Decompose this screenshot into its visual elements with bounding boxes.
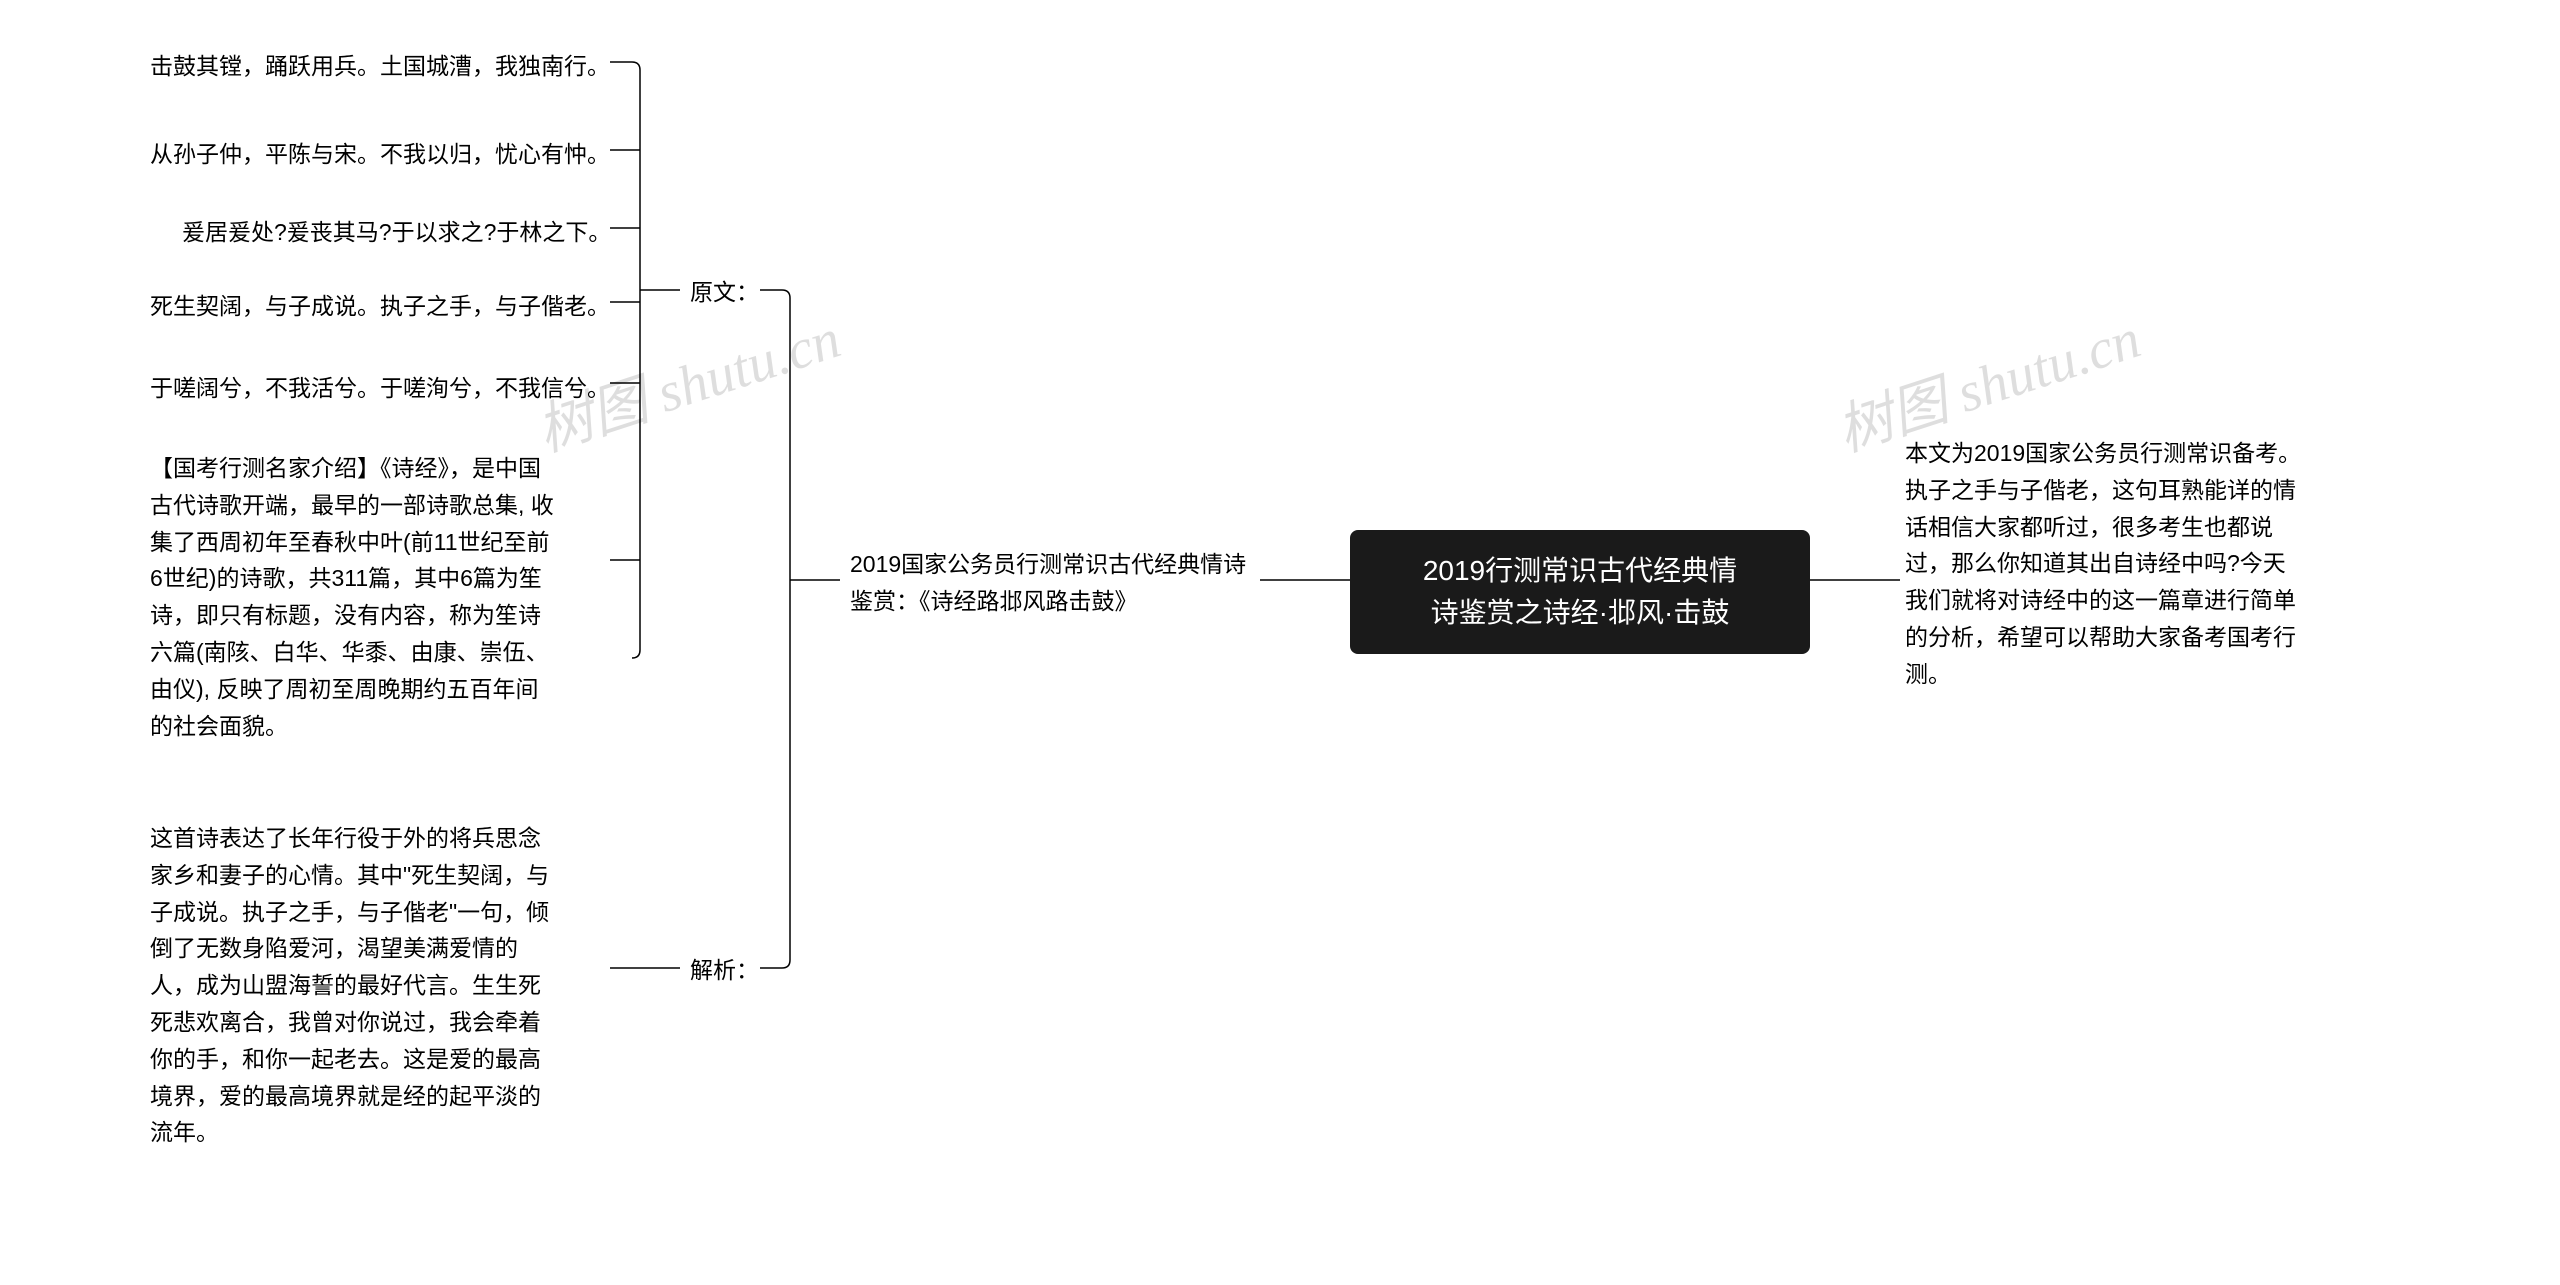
yuanwen-item-3-text: 爰居爰处?爰丧其马?于以求之?于林之下。 bbox=[182, 219, 611, 245]
yuanwen-item-6-text: 【国考行测名家介绍】《诗经》，是中国古代诗歌开端，最早的一部诗歌总集, 收集了西… bbox=[150, 455, 554, 739]
yuanwen-item-1-text: 击鼓其镗，踊跃用兵。土国城漕，我独南行。 bbox=[150, 53, 610, 79]
yuanwen-item-3: 爰居爰处?爰丧其马?于以求之?于林之下。 bbox=[182, 214, 612, 251]
yuanwen-item-1: 击鼓其镗，踊跃用兵。土国城漕，我独南行。 bbox=[150, 48, 610, 85]
root-node: 2019行测常识古代经典情 诗鉴赏之诗经·邶风·击鼓 bbox=[1350, 530, 1810, 654]
yuanwen-label-text: 原文： bbox=[690, 279, 759, 305]
yuanwen-label: 原文： bbox=[690, 274, 759, 311]
yuanwen-item-2: 从孙子仲，平陈与宋。不我以归，忧心有忡。 bbox=[150, 136, 610, 173]
intro-text: 本文为2019国家公务员行测常识备考。执子之手与子偕老，这句耳熟能详的情话相信大… bbox=[1905, 435, 2305, 693]
yuanwen-item-4-text: 死生契阔，与子成说。执子之手，与子偕老。 bbox=[150, 293, 610, 319]
branch-appreciation-label: 2019国家公务员行测常识古代经典情诗鉴赏：《诗经路邶风路击鼓》 bbox=[850, 551, 1246, 614]
yuanwen-item-6: 【国考行测名家介绍】《诗经》，是中国古代诗歌开端，最早的一部诗歌总集, 收集了西… bbox=[150, 450, 560, 744]
jiexi-text-content: 这首诗表达了长年行役于外的将兵思念家乡和妻子的心情。其中"死生契阔，与子成说。执… bbox=[150, 825, 549, 1145]
branch-appreciation: 2019国家公务员行测常识古代经典情诗鉴赏：《诗经路邶风路击鼓》 bbox=[850, 546, 1250, 620]
root-title-line2: 诗鉴赏之诗经·邶风·击鼓 bbox=[1431, 597, 1730, 628]
yuanwen-item-5: 于嗟阔兮，不我活兮。于嗟洵兮，不我信兮。 bbox=[150, 370, 610, 407]
yuanwen-item-4: 死生契阔，与子成说。执子之手，与子偕老。 bbox=[150, 288, 610, 325]
root-title-line1: 2019行测常识古代经典情 bbox=[1423, 555, 1737, 586]
yuanwen-item-5-text: 于嗟阔兮，不我活兮。于嗟洵兮，不我信兮。 bbox=[150, 375, 610, 401]
jiexi-label: 解析： bbox=[690, 952, 759, 989]
yuanwen-item-2-text: 从孙子仲，平陈与宋。不我以归，忧心有忡。 bbox=[150, 141, 610, 167]
intro-content: 本文为2019国家公务员行测常识备考。执子之手与子偕老，这句耳熟能详的情话相信大… bbox=[1905, 440, 2301, 687]
jiexi-text: 这首诗表达了长年行役于外的将兵思念家乡和妻子的心情。其中"死生契阔，与子成说。执… bbox=[150, 820, 560, 1151]
jiexi-label-text: 解析： bbox=[690, 957, 759, 983]
